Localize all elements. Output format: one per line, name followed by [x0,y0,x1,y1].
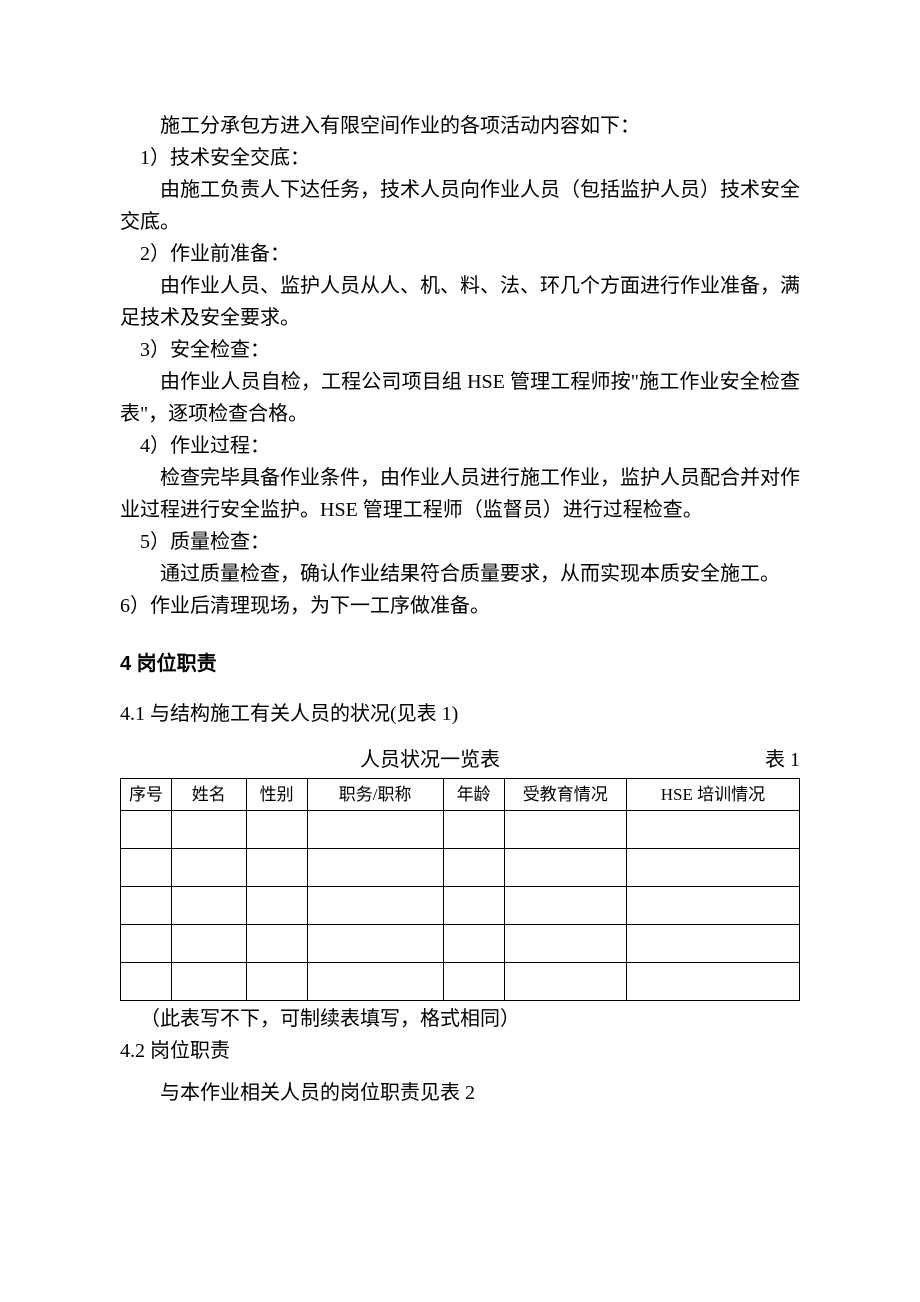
table-row [121,963,800,1001]
personnel-table: 序号 姓名 性别 职务/职称 年龄 受教育情况 HSE 培训情况 [120,778,800,1001]
col-header-name: 姓名 [171,779,246,811]
section-4-2: 4.2 岗位职责 [120,1035,800,1067]
col-header-gender: 性别 [246,779,307,811]
item-4-body: 检查完毕具备作业条件，由作业人员进行施工作业，监护人员配合并对作业过程进行安全监… [120,462,800,526]
table-row [121,925,800,963]
item-2-num: 2）作业前准备： [120,238,800,270]
item-5-body: 通过质量检查，确认作业结果符合质量要求，从而实现本质安全施工。 [120,558,800,590]
section-4-heading: 4 岗位职责 [120,648,800,680]
item-2-body: 由作业人员、监护人员从人、机、料、法、环几个方面进行作业准备，满足技术及安全要求… [120,270,800,334]
section-4-1: 4.1 与结构施工有关人员的状况(见表 1) [120,698,800,730]
table-header-row: 序号 姓名 性别 职务/职称 年龄 受教育情况 HSE 培训情况 [121,779,800,811]
table-row [121,811,800,849]
col-header-education: 受教育情况 [504,779,626,811]
col-header-title: 职务/职称 [307,779,443,811]
item-1-body: 由施工负责人下达任务，技术人员向作业人员（包括监护人员）技术安全交底。 [120,174,800,238]
table-title-row: 人员状况一览表 表 1 [120,744,800,776]
item-1-num: 1）技术安全交底： [120,142,800,174]
section-4-2-body: 与本作业相关人员的岗位职责见表 2 [120,1077,800,1109]
table-note: （此表写不下，可制续表填写，格式相同） [120,1003,800,1035]
item-5-num: 5）质量检查： [120,526,800,558]
table-row [121,849,800,887]
item-3-body: 由作业人员自检，工程公司项目组 HSE 管理工程师按"施工作业安全检查表"，逐项… [120,366,800,430]
item-3-num: 3）安全检查： [120,334,800,366]
col-header-age: 年龄 [443,779,504,811]
item-4-num: 4）作业过程： [120,430,800,462]
item-6: 6）作业后清理现场，为下一工序做准备。 [120,590,800,622]
col-header-hse: HSE 培训情况 [626,779,799,811]
table-title: 人员状况一览表 [120,744,740,776]
table-row [121,887,800,925]
table-body [121,811,800,1001]
table-label: 表 1 [740,744,800,776]
intro-line: 施工分承包方进入有限空间作业的各项活动内容如下： [120,110,800,142]
col-header-seq: 序号 [121,779,172,811]
